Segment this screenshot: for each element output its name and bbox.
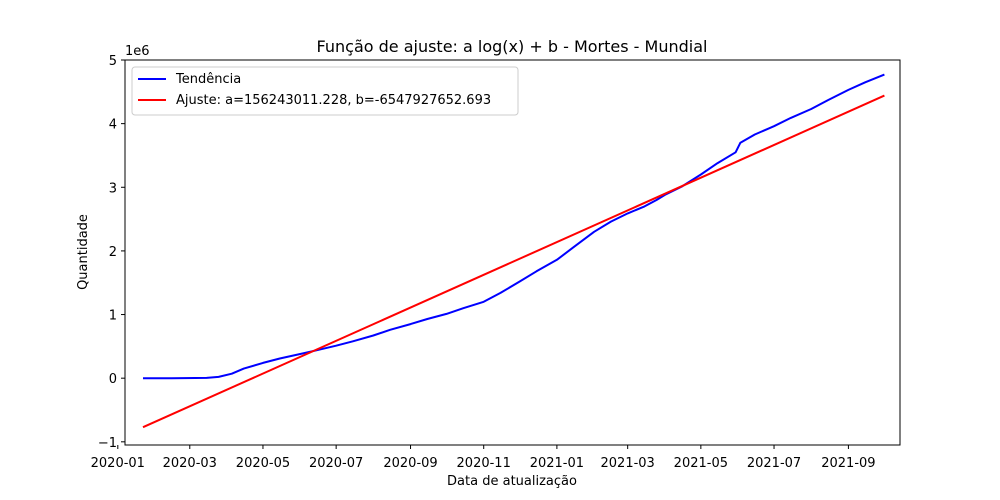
y-axis-label: Quantidade: [76, 214, 91, 290]
chart-title: Função de ajuste: a log(x) + b - Mortes …: [317, 37, 708, 56]
legend-label-trend: Tendência: [175, 72, 241, 87]
x-tick-label: 2021-07: [747, 456, 801, 471]
x-tick-label: 2020-03: [163, 456, 217, 471]
plot-frame: [124, 59, 901, 446]
x-tick-label: 2020-11: [457, 456, 511, 471]
series-line-trend: [143, 73, 885, 380]
y-tick-label: 5: [109, 54, 117, 69]
x-tick-label: 2021-05: [674, 456, 728, 471]
x-tick-label: 2020-01: [91, 456, 145, 471]
x-axis-label: Data de atualização: [447, 474, 577, 489]
y-tick-label: 3: [109, 181, 117, 196]
plot-lines: [142, 73, 885, 429]
y-tick-label: 0: [109, 372, 117, 387]
x-tick-label: 2021-01: [530, 456, 584, 471]
legend-box: [131, 66, 519, 116]
y-tick-label: 1: [109, 309, 117, 324]
y-axis: −1 0 1 2 3 4 5: [98, 54, 125, 451]
y-tick-label: 2: [109, 245, 117, 260]
y-tick-label: 4: [109, 118, 117, 133]
x-axis: 2020-01 2020-03 2020-05 2020-07 2020-09 2020-…: [91, 445, 876, 471]
x-tick-label: 2020-05: [236, 456, 290, 471]
legend: Tendência Ajuste: a=156243011.228, b=-65…: [131, 66, 519, 116]
y-offset-label: 1e6: [125, 44, 150, 59]
x-tick-label: 2020-07: [309, 456, 363, 471]
legend-label-fit: Ajuste: a=156243011.228, b=-6547927652.6…: [176, 93, 491, 108]
y-tick-label: −1: [98, 436, 117, 451]
x-tick-label: 2021-03: [601, 456, 655, 471]
x-tick-label: 2020-09: [383, 456, 437, 471]
series-line-fit: [142, 94, 885, 429]
x-tick-label: 2021-09: [821, 456, 875, 471]
